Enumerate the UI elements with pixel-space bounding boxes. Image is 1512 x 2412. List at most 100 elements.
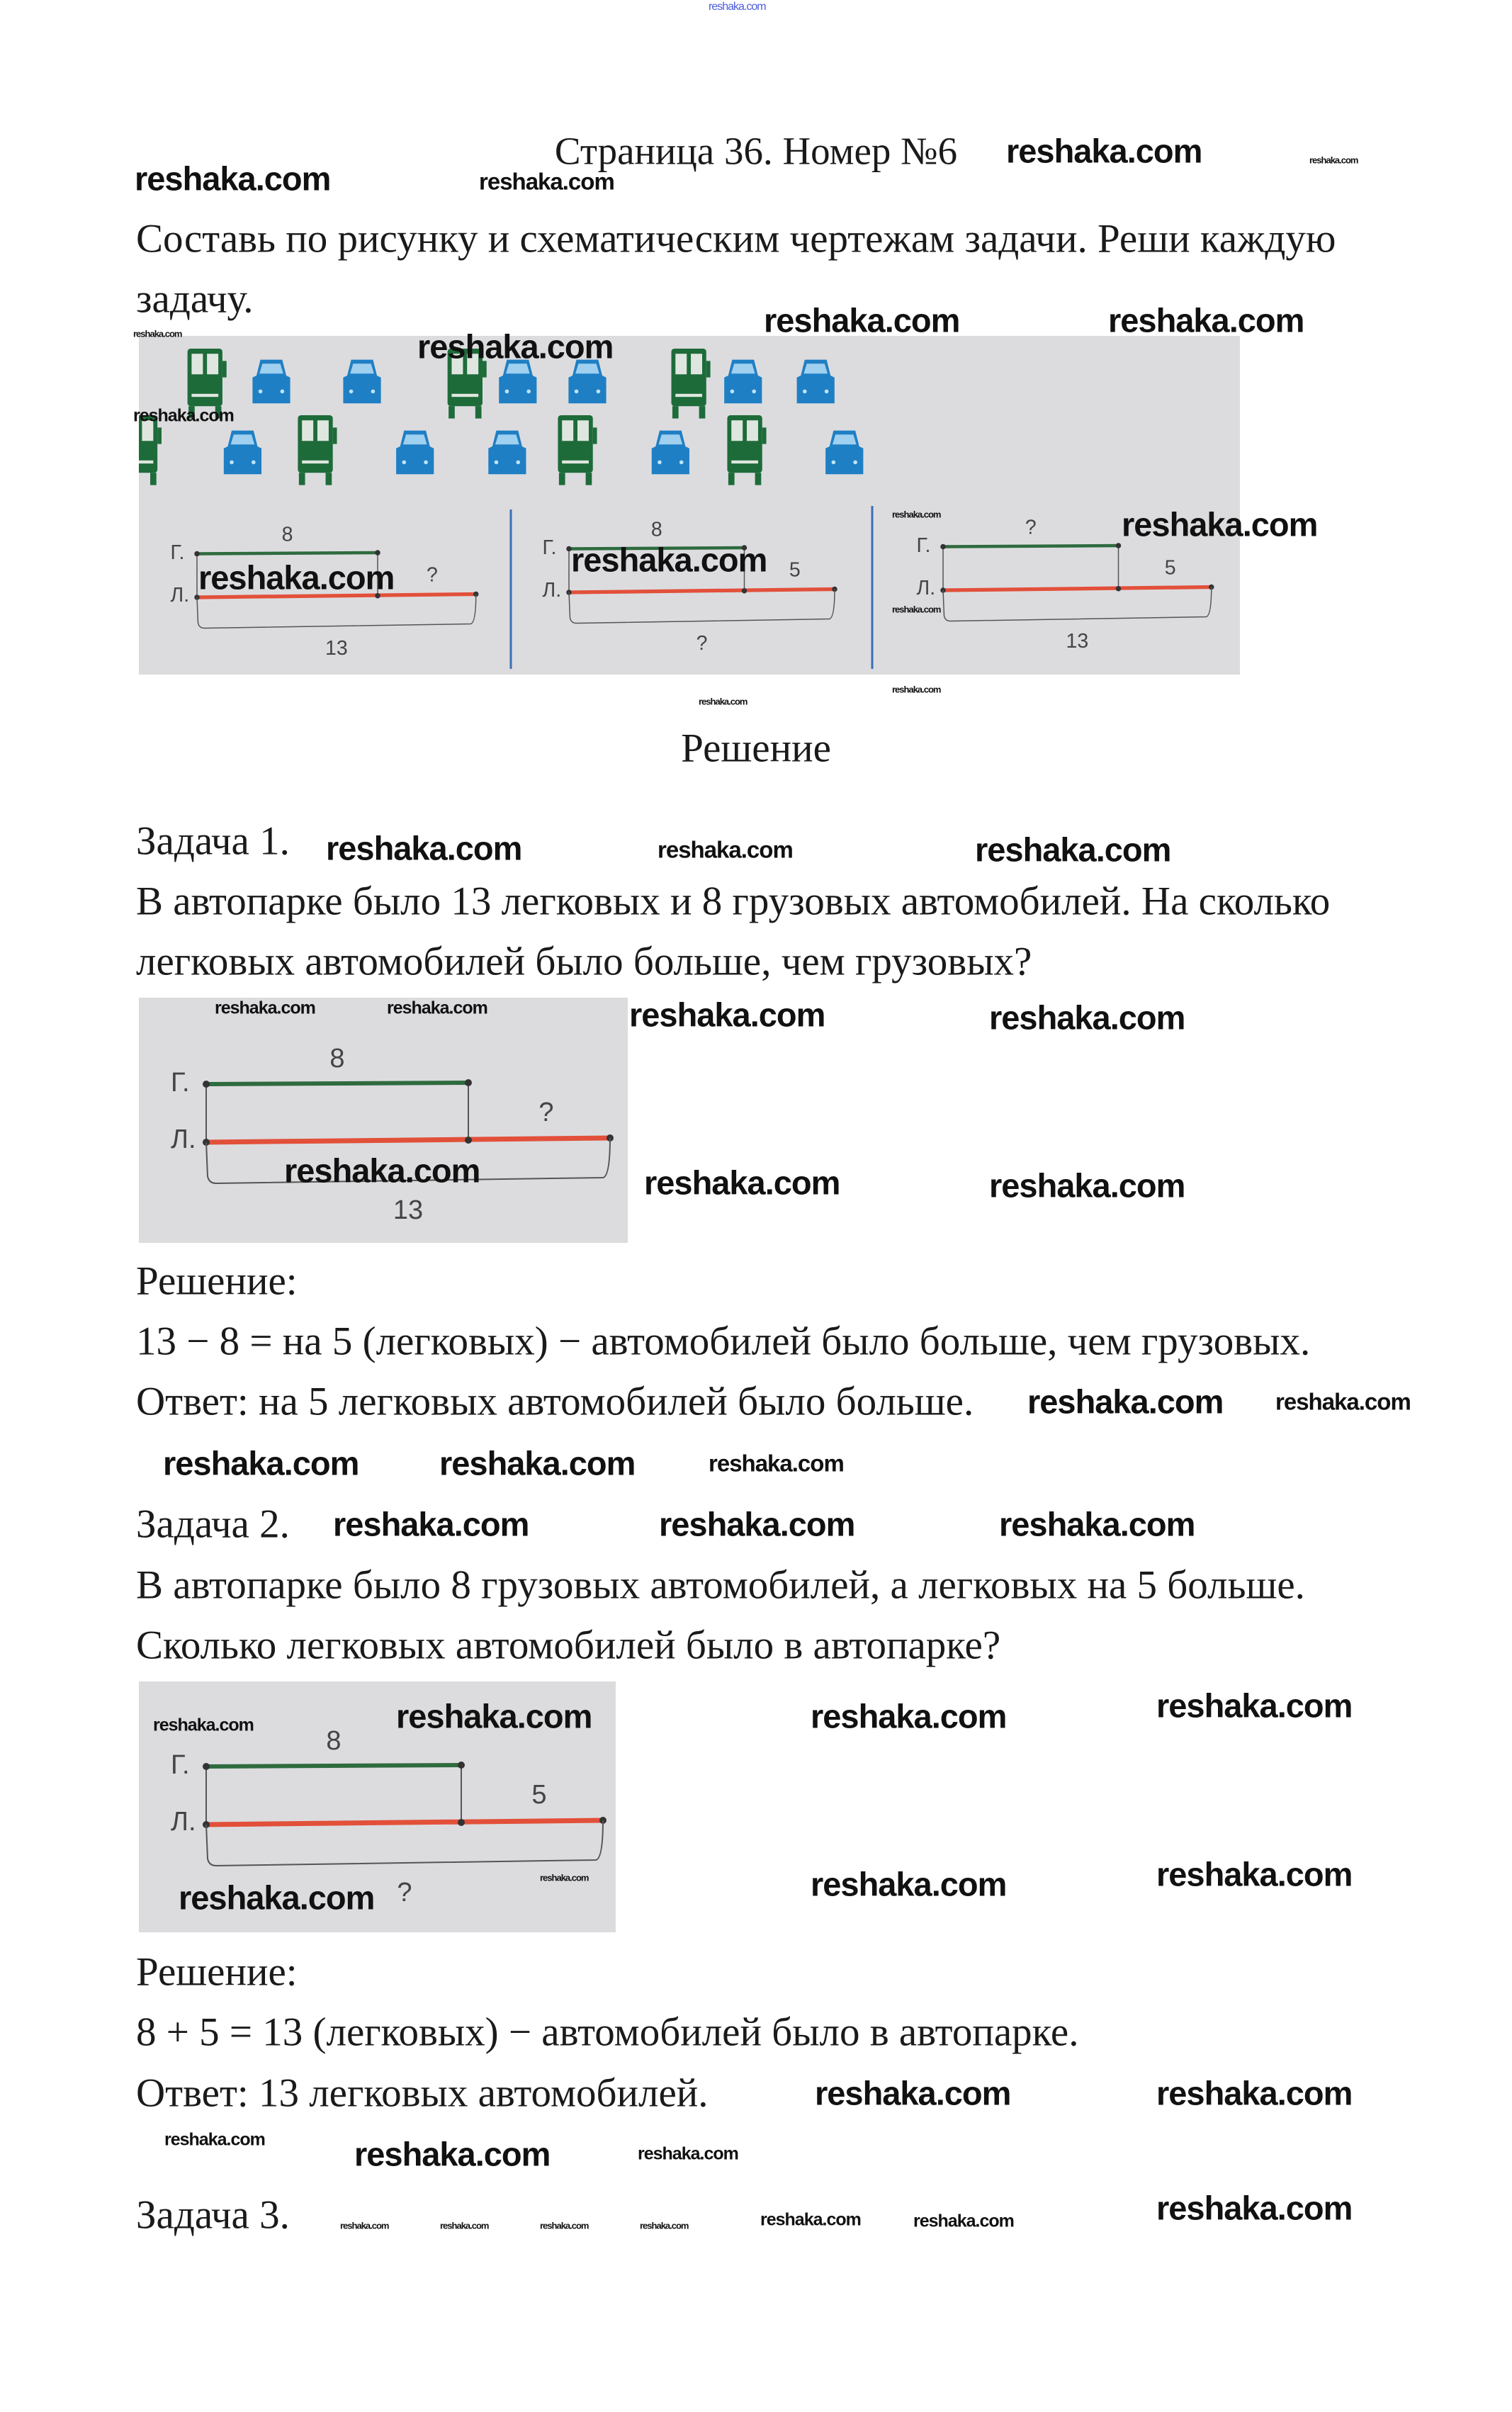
label-extra: ?: [427, 564, 438, 587]
task-2-text-2: Сколько легковых автомобилей было в авто…: [136, 1623, 1001, 1668]
truck-bumper: [139, 460, 154, 464]
watermark: reshaka.com: [1108, 301, 1304, 339]
truck-wheel: [448, 406, 455, 419]
car-light: [424, 460, 428, 465]
watermark: reshaka.com: [811, 1865, 1007, 1903]
watermark: reshaka.com: [1156, 2074, 1353, 2112]
watermark: reshaka.com: [1156, 1855, 1353, 1893]
label-bottom: ?: [397, 1878, 412, 1907]
task-2-title: Задача 2.: [136, 1501, 290, 1547]
car-windshield: [730, 364, 755, 374]
truck-wheel: [298, 473, 305, 485]
brace: [196, 594, 477, 629]
l-segment: [205, 1135, 611, 1145]
car-icon: [396, 430, 434, 475]
watermark: reshaka.com: [913, 2211, 1015, 2231]
label-top: ?: [1025, 517, 1037, 539]
watermark: reshaka.com: [1156, 2189, 1353, 2227]
truck-mirror: [332, 427, 337, 444]
car-light: [853, 460, 857, 465]
g-segment: [942, 543, 1119, 548]
point: [940, 543, 946, 550]
car-icon: [796, 359, 835, 404]
car-windshield: [402, 434, 427, 445]
task-2-scheme-drawing: Г. Л. 8 5?: [171, 1726, 607, 1907]
label-top: 8: [326, 1726, 341, 1756]
car-light: [730, 389, 735, 394]
truck-window: [747, 420, 758, 441]
label-l: Л.: [171, 1125, 196, 1154]
main-figure-drawing: Г. Л. 8? 13 Г. Л. 8 5? Г. Л.? 5 13: [139, 349, 1214, 669]
truck-window: [207, 354, 219, 375]
label-l: Л.: [171, 584, 190, 607]
task-1-answer: Ответ: на 5 легковых автомобилей было бо…: [136, 1379, 974, 1424]
truck-mirror: [762, 427, 767, 444]
watermark: reshaka.com: [387, 998, 488, 1018]
watermark: reshaka.com: [133, 328, 182, 339]
watermark: reshaka.com: [354, 2135, 551, 2173]
truck-icon: [727, 415, 767, 485]
brace: [205, 1137, 611, 1185]
truck-bumper: [302, 460, 329, 464]
intro-line-2: задачу.: [136, 276, 254, 322]
point: [566, 546, 572, 552]
watermark: reshaka.com: [989, 1166, 1185, 1205]
car-windshield: [658, 434, 683, 445]
task-1-text-1: В автопарке было 13 легковых и 8 грузовы…: [136, 879, 1331, 924]
truck-icon: [558, 415, 597, 485]
point: [375, 550, 380, 556]
car-light: [831, 460, 836, 465]
car-light: [252, 460, 256, 465]
car-icon: [488, 430, 526, 475]
car-light: [494, 460, 499, 465]
watermark: reshaka.com: [1027, 1382, 1224, 1421]
watermark: reshaka.com: [999, 1505, 1195, 1543]
watermark: reshaka.com: [479, 168, 615, 195]
point: [458, 1819, 465, 1826]
watermark: reshaka.com: [640, 2220, 689, 2231]
l-segment: [196, 592, 476, 599]
watermark: reshaka.com: [892, 604, 941, 615]
g-segment: [196, 551, 378, 556]
watermark: reshaka.com: [811, 1697, 1007, 1735]
task-1-solution: 13 − 8 = на 5 (легковых) − автомобилей б…: [136, 1319, 1311, 1364]
truck-wheel: [585, 473, 592, 485]
watermark: reshaka.com: [333, 1505, 529, 1543]
watermark: reshaka.com: [326, 829, 522, 867]
car-icon: [499, 359, 537, 404]
car-icon: [825, 430, 864, 475]
car-icon: [568, 359, 607, 404]
label-bottom: 13: [325, 637, 348, 660]
watermark: reshaka.com: [638, 2143, 739, 2164]
truck-icon: [447, 349, 487, 419]
point: [375, 593, 380, 599]
g-segment: [205, 1763, 462, 1769]
car-windshield: [506, 364, 530, 374]
car-light: [574, 389, 579, 394]
watermark: reshaka.com: [440, 2220, 489, 2231]
g-segment: [568, 546, 745, 551]
truck-bumper: [731, 460, 758, 464]
watermark: reshaka.com: [284, 1151, 480, 1190]
point: [465, 1137, 472, 1144]
car-icon: [223, 430, 262, 475]
task-2-text-1: В автопарке было 8 грузовых автомобилей,…: [136, 1562, 1305, 1608]
label-g: Г.: [543, 536, 557, 559]
watermark: reshaka.com: [709, 1450, 845, 1477]
point: [741, 588, 747, 594]
label-l: Л.: [917, 577, 936, 599]
point: [1115, 543, 1122, 548]
watermark: reshaka.com: [163, 1444, 359, 1482]
car-windshield: [495, 434, 519, 445]
label-extra: 5: [1165, 557, 1176, 580]
car-light: [349, 389, 354, 394]
label-top: 8: [651, 519, 662, 541]
watermark: reshaka.com: [815, 2074, 1011, 2112]
watermark: reshaka.com: [629, 996, 825, 1034]
task-1-scheme-drawing: Г. Л. 8? 13: [171, 1044, 614, 1225]
g-segment: [205, 1081, 469, 1086]
truck-window: [577, 420, 589, 441]
truck-window: [191, 354, 203, 375]
truck-window: [142, 420, 154, 441]
car-icon: [343, 359, 381, 404]
